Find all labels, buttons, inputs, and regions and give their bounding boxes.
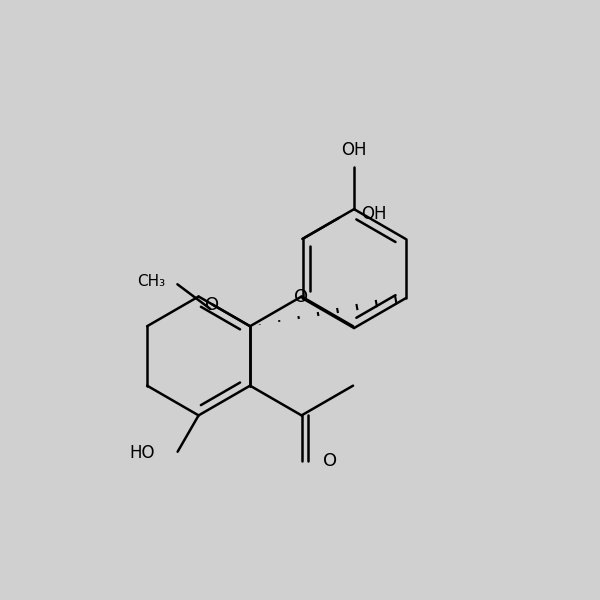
Text: OH: OH xyxy=(361,205,387,223)
Text: CH₃: CH₃ xyxy=(137,274,165,289)
Text: O: O xyxy=(205,296,220,314)
Text: O: O xyxy=(323,452,337,470)
Text: OH: OH xyxy=(341,141,367,159)
Text: HO: HO xyxy=(130,444,155,462)
Text: O: O xyxy=(295,287,308,305)
